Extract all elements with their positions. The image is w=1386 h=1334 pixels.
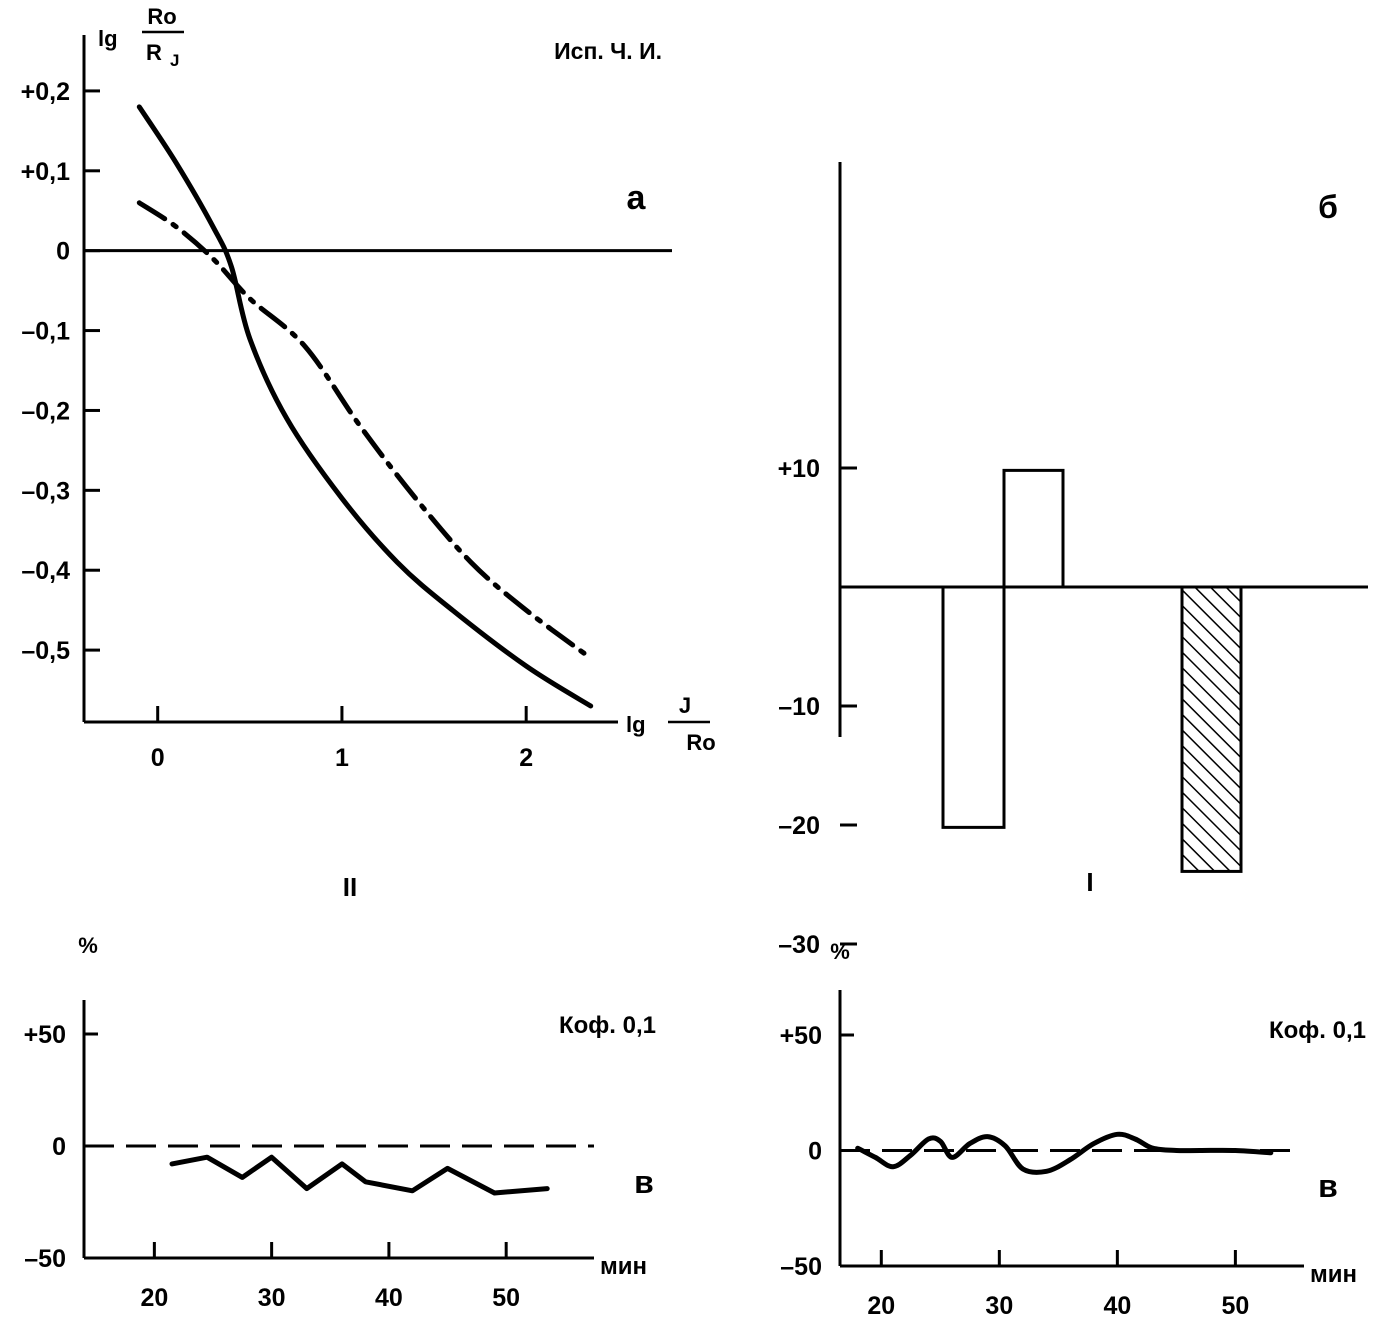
x-tick-label: 40 bbox=[375, 1284, 403, 1312]
x-axis-unit: мин bbox=[1310, 1261, 1357, 1288]
y-axis-label-denominator: R bbox=[146, 40, 162, 65]
panel-letter: б bbox=[1318, 189, 1338, 225]
y-tick-label: +50 bbox=[24, 1021, 66, 1049]
y-axis-label-subscript: J bbox=[170, 51, 179, 70]
panel-letter: в bbox=[1318, 1168, 1338, 1204]
y-tick-label: –10 bbox=[778, 693, 820, 721]
y-tick-label: –20 bbox=[778, 812, 820, 840]
y-tick-label: –0,2 bbox=[21, 397, 70, 425]
y-tick-label: +0,2 bbox=[21, 78, 70, 106]
y-tick-label: +0,1 bbox=[21, 158, 70, 186]
x-tick-label: 30 bbox=[258, 1284, 286, 1312]
y-axis-label: % bbox=[78, 933, 98, 958]
series-line bbox=[855, 1131, 1274, 1175]
group-label: I bbox=[1086, 867, 1093, 897]
series-line bbox=[169, 1154, 550, 1196]
x-tick-label: 30 bbox=[985, 1292, 1013, 1320]
bar-hatched bbox=[1180, 585, 1243, 873]
x-tick-label: 40 bbox=[1103, 1292, 1131, 1320]
x-tick-label: 20 bbox=[140, 1284, 168, 1312]
y-tick-label: –0,5 bbox=[21, 637, 70, 665]
y-axis-label: % bbox=[830, 939, 850, 964]
y-tick-label: –0,4 bbox=[21, 557, 70, 585]
y-tick-label: –30 bbox=[778, 931, 820, 959]
panel-letter: а bbox=[627, 179, 647, 217]
series-dash-dot-line bbox=[136, 200, 594, 661]
chart-v-II: +50 0 –50 20 30 40 50 мин% Коф. 0,1 в II bbox=[24, 872, 656, 1312]
x-tick-label: 0 bbox=[151, 744, 165, 772]
chart-b: –30 –20 –10 +10 б bbox=[778, 162, 1368, 959]
x-tick-label: 50 bbox=[492, 1284, 520, 1312]
y-tick-label: +50 bbox=[780, 1022, 822, 1050]
y-tick-label: 0 bbox=[52, 1133, 66, 1161]
x-axis-unit: мин bbox=[600, 1253, 647, 1280]
x-axis-label-denominator: Ro bbox=[686, 730, 715, 755]
series-solid-line bbox=[136, 104, 594, 709]
x-axis-label-numerator: J bbox=[679, 693, 691, 718]
y-tick-label: +10 bbox=[778, 455, 820, 483]
x-tick-label: 20 bbox=[867, 1292, 895, 1320]
x-axis-label-prefix: lg bbox=[626, 712, 646, 737]
bar bbox=[941, 585, 1006, 829]
group-label: II bbox=[343, 872, 357, 902]
x-tick-label: 50 bbox=[1221, 1292, 1249, 1320]
y-tick-label: –0,3 bbox=[21, 477, 70, 505]
y-tick-label: –0,1 bbox=[21, 318, 70, 346]
y-tick-label: –50 bbox=[780, 1253, 822, 1281]
y-tick-label: –50 bbox=[24, 1245, 66, 1273]
annotation: Коф. 0,1 bbox=[559, 1012, 656, 1039]
y-tick-label: 0 bbox=[56, 238, 70, 266]
x-tick-label: 1 bbox=[335, 744, 349, 772]
panel-letter: в bbox=[634, 1164, 654, 1200]
bar bbox=[1002, 468, 1065, 589]
annotation: Исп. Ч. И. bbox=[554, 38, 662, 64]
chart-v-I: +50 0 –50 20 30 40 50 мин% Коф. 0,1 в I bbox=[780, 867, 1366, 1320]
y-axis-label-numerator: Ro bbox=[147, 4, 176, 29]
annotation: Коф. 0,1 bbox=[1269, 1017, 1366, 1044]
x-tick-label: 2 bbox=[519, 744, 533, 772]
y-axis-label-prefix: lg bbox=[98, 26, 118, 51]
y-tick-label: 0 bbox=[808, 1138, 822, 1166]
